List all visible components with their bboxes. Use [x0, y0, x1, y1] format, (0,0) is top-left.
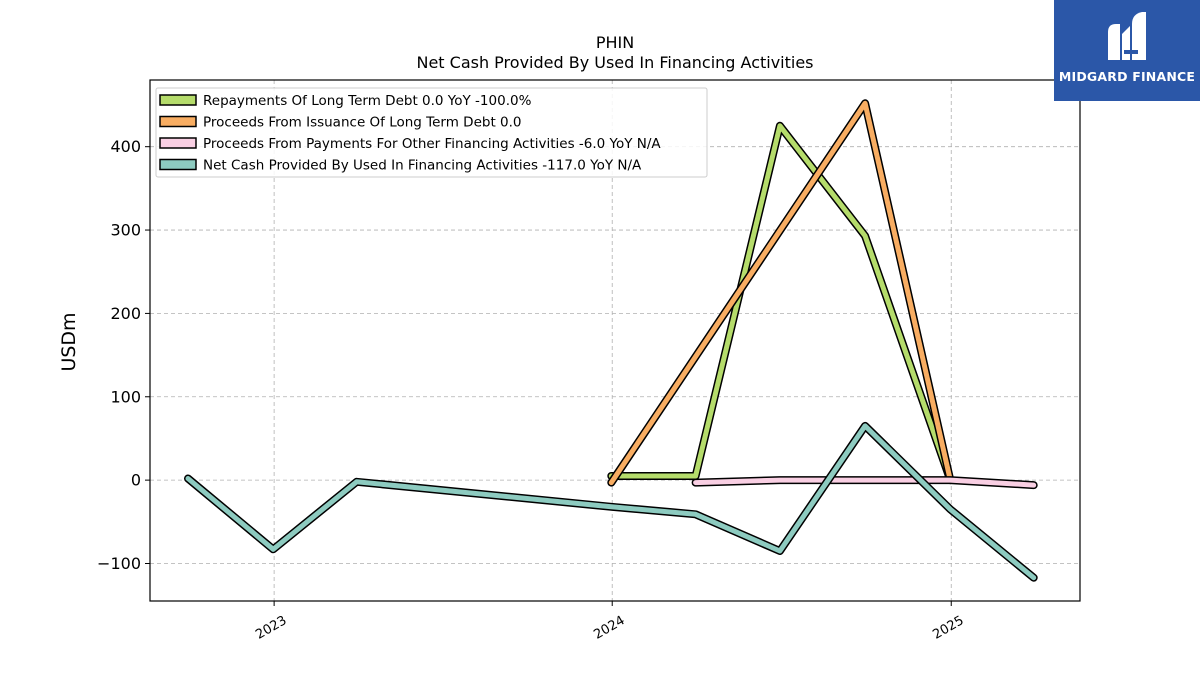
- legend-label-2: Proceeds From Issuance Of Long Term Debt…: [203, 115, 522, 131]
- legend-label-4: Net Cash Provided By Used In Financing A…: [203, 158, 642, 174]
- y-tick-label: 200: [110, 304, 141, 323]
- y-tick-label: 300: [110, 221, 141, 240]
- y-tick-label: 0: [131, 471, 141, 490]
- series-line-1: [608, 123, 953, 483]
- x-tick-label: 2024: [591, 613, 627, 643]
- plot-area-frame: [149, 79, 1081, 602]
- x-tick-label: 2025: [930, 613, 966, 643]
- series-line-4: [185, 423, 1037, 581]
- legend-swatch-4: [159, 158, 197, 171]
- series-line-2: [608, 100, 953, 486]
- series-layer: [184, 99, 1038, 582]
- legend-swatch-3: [159, 137, 197, 149]
- legend-label-1: Repayments Of Long Term Debt 0.0 YoY -10…: [203, 93, 532, 109]
- x-axis: 2023 2024 2025: [253, 601, 967, 643]
- legend-swatch-2: [159, 115, 197, 128]
- y-tick-label: 400: [110, 137, 141, 156]
- midgard-logo-icon: [1108, 12, 1146, 60]
- series-outline-1: [607, 121, 955, 485]
- chart-title: PHIN: [596, 33, 634, 52]
- brand-logo: MIDGARD FINANCE: [1054, 0, 1200, 101]
- x-tick-label: 2023: [253, 613, 289, 643]
- logo-text: MIDGARD FINANCE: [1058, 69, 1196, 84]
- legend-label-3: Proceeds From Payments For Other Financi…: [203, 136, 661, 152]
- series-outline-4: [184, 421, 1038, 582]
- y-tick-label: −100: [97, 554, 141, 573]
- y-axis: −100 0 100 200 300 400: [97, 137, 150, 573]
- y-tick-label: 100: [110, 387, 141, 406]
- legend-swatch-1: [159, 94, 197, 106]
- y-axis-label: USDm: [58, 312, 80, 371]
- legend: Repayments Of Long Term Debt 0.0 YoY -10…: [155, 87, 708, 178]
- legend-box: [155, 87, 708, 178]
- series-line-3: [693, 477, 1037, 488]
- chart-subtitle: Net Cash Provided By Used In Financing A…: [416, 53, 813, 72]
